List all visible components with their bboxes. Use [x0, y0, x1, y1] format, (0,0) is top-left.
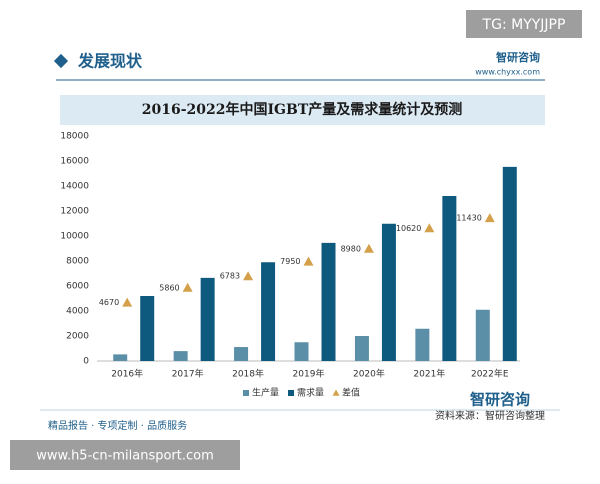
brand: 智研咨询: [496, 50, 540, 64]
legend-label: 需求量: [297, 387, 324, 399]
bar: [234, 347, 249, 361]
y-tick-label: 0: [83, 357, 89, 367]
data-label: 5860: [159, 283, 179, 292]
bar: [381, 223, 396, 361]
diff-marker: [182, 282, 193, 292]
plot: 0 2000 4000 6000 8000 10000 12000 14000 16000 180…: [60, 132, 520, 399]
brand-url: www.chyxx.com: [475, 68, 540, 77]
diff-marker: [303, 256, 314, 266]
x-tick-label: 2021年: [413, 368, 445, 380]
bar: [354, 336, 369, 361]
y-tick-label: 14000: [60, 182, 89, 192]
title-band: [60, 95, 545, 125]
source: 资料来源：智研咨询整理: [435, 409, 545, 422]
y-tick-label: 4000: [66, 307, 89, 317]
bar: [113, 354, 128, 361]
x-tick-label: 2020年: [353, 368, 385, 380]
bar: [140, 296, 155, 361]
legend-label: 生产量: [252, 387, 279, 399]
y-tick-label: 6000: [66, 282, 89, 292]
y-tick-label: 10000: [60, 232, 89, 242]
chart-title: 2016-2022年中国IGBT产量及需求量统计及预测: [142, 101, 463, 118]
x-tick-label: 2016年: [111, 368, 143, 380]
bar: [415, 328, 430, 361]
data-label: 4670: [99, 298, 119, 307]
diff-marker: [363, 243, 374, 253]
bar: [173, 351, 188, 361]
x-tick-label: 2022年E: [471, 368, 509, 380]
bar: [200, 277, 215, 361]
data-label: 8980: [341, 244, 361, 253]
bar: [442, 196, 457, 361]
diff-marker: [424, 223, 435, 233]
legend-swatch: [332, 389, 340, 396]
section-title: 发展现状: [77, 52, 143, 71]
x-tick-label: 2019年: [293, 368, 325, 380]
data-label: 10620: [396, 224, 421, 233]
diff-marker: [122, 297, 133, 307]
legend-swatch: [288, 390, 295, 396]
legend-swatch: [243, 390, 249, 396]
bar: [502, 166, 517, 361]
data-label: 6783: [220, 272, 240, 281]
legend-label: 差值: [342, 387, 360, 399]
y-tick-label: 16000: [60, 157, 89, 167]
section-icon: [53, 53, 69, 69]
bar: [294, 342, 309, 361]
footer-logo: 智研咨询: [470, 391, 530, 409]
tag-box: [466, 10, 582, 38]
site: www.h5-cn-milansport.com: [36, 449, 214, 464]
tag: TG: MYYJJPP: [482, 17, 566, 33]
y-tick-label: 12000: [60, 207, 89, 217]
slogan: 精品报告 · 专项定制 · 品质服务: [48, 419, 187, 432]
y-tick-label: 8000: [66, 257, 89, 267]
bar: [261, 262, 276, 361]
y-tick-label: 2000: [66, 332, 89, 342]
data-label: 11430: [456, 214, 481, 223]
diff-marker: [484, 213, 495, 223]
diff-marker: [243, 271, 254, 281]
x-tick-label: 2018年: [232, 368, 264, 380]
data-label: 7950: [280, 257, 300, 266]
bar: [475, 309, 490, 361]
site-box: [10, 440, 240, 470]
bar: [321, 242, 336, 361]
y-tick-label: 18000: [60, 132, 89, 142]
x-tick-label: 2017年: [172, 368, 204, 380]
